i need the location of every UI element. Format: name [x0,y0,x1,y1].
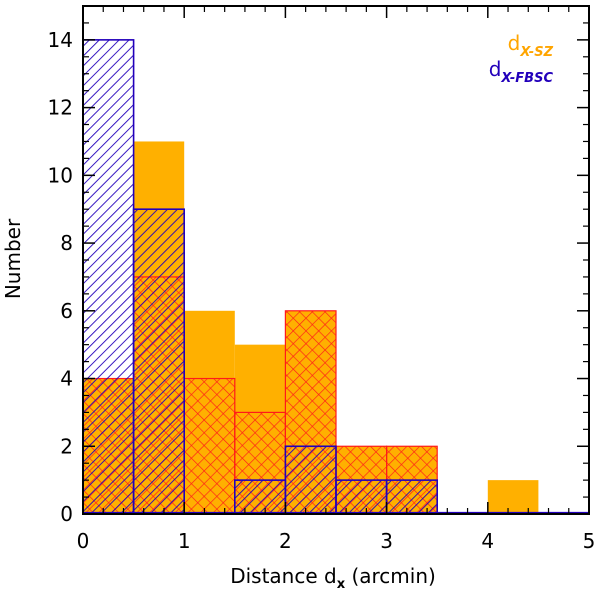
x-axis-label-sub: x [337,577,346,592]
x-tick-label: 0 [77,529,90,553]
x-tick-label: 3 [380,529,393,553]
legend-entry-sz-main: d [508,31,521,55]
y-tick-label: 8 [60,231,73,255]
x-tick-label: 1 [178,529,191,553]
legend-entry-fbsc-sub: X-FBSC [500,71,553,86]
y-tick-label: 2 [60,434,73,458]
y-tick-label: 4 [60,367,73,391]
legend-entry-sz-sub: X-SZ [519,45,553,60]
bar-fbsc-3 [234,479,287,515]
x-tick-label: 4 [481,529,494,553]
bar-crosshatch-2 [183,377,236,515]
x-tick-label: 5 [583,529,596,553]
bar-fbsc-5 [335,479,388,515]
hatched-bars-layer [82,39,589,515]
y-axis-label: Number [1,218,25,299]
y-tick-label: 12 [48,96,73,120]
y-tick-label: 14 [48,28,73,52]
x-tick-label: 2 [279,529,292,553]
x-axis-label-tail: (arcmin) [345,564,436,588]
legend-entry-fbsc-main: d [489,57,502,81]
y-tick-label: 0 [60,502,73,526]
bar-fbsc-6 [385,479,439,515]
y-tick-label: 6 [60,299,73,323]
bar-fbsc-4 [284,445,337,515]
legend-entry-sz: dX-SZ [508,31,554,60]
x-axis-label-main: Distance d [230,564,337,588]
bar-sz-8 [487,480,539,514]
y-tick-label: 10 [48,163,73,187]
legend-entry-fbsc: dX-FBSC [489,57,554,86]
x-axis-label: Distance dx (arcmin) [230,564,436,592]
legend: dX-SZ dX-FBSC [489,31,554,86]
bar-fbsc-0 [82,39,135,515]
bar-fbsc-1 [132,208,186,515]
